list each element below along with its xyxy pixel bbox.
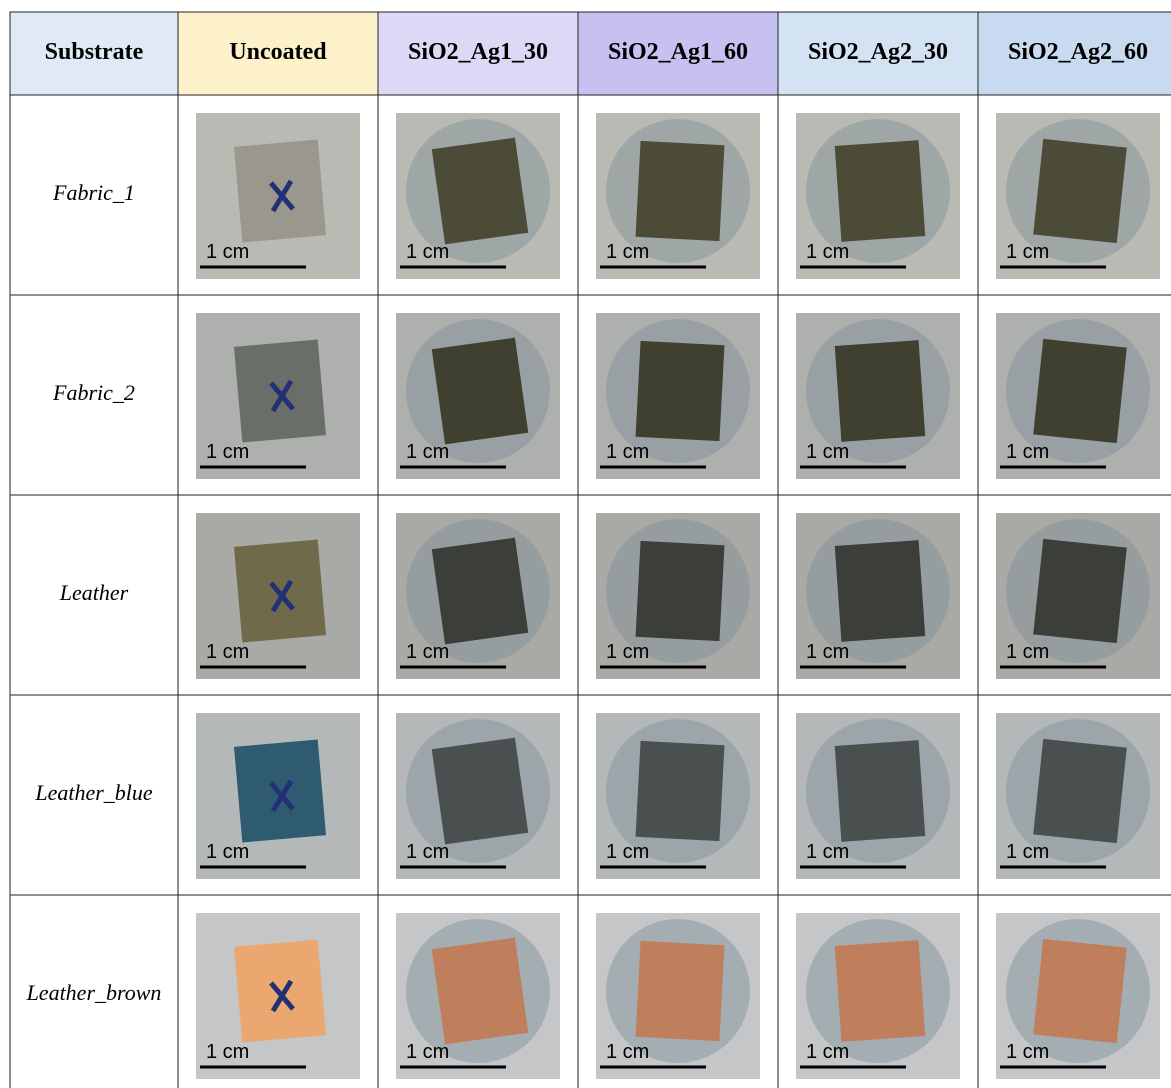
header-cell <box>977 11 1171 96</box>
sample-patch <box>635 540 725 642</box>
x-mark <box>269 579 295 613</box>
substrate-label: Fabric_2 <box>52 380 135 405</box>
header-label: SiO2_Ag1_30 <box>408 39 548 65</box>
substrate-label: Leather <box>59 580 129 605</box>
x-mark <box>269 179 295 213</box>
scale-label: 1 cm <box>806 841 849 863</box>
scale-label: 1 cm <box>806 241 849 263</box>
sample-patch <box>431 537 529 645</box>
scale-label: 1 cm <box>806 641 849 663</box>
scale-label: 1 cm <box>206 441 249 463</box>
sample-patch <box>834 140 926 242</box>
substrate-cell <box>9 294 179 496</box>
header-cell <box>177 11 379 96</box>
sample-patch <box>834 940 926 1042</box>
sample-patch <box>834 540 926 642</box>
scale-label: 1 cm <box>206 241 249 263</box>
sample-patch <box>1033 538 1127 644</box>
header-cell <box>577 11 779 96</box>
x-mark <box>269 979 295 1013</box>
scale-label: 1 cm <box>406 841 449 863</box>
sample-patch <box>635 340 725 442</box>
scale-label: 1 cm <box>206 841 249 863</box>
scale-label: 1 cm <box>606 441 649 463</box>
header-cell <box>377 11 579 96</box>
header-label: SiO2_Ag1_60 <box>608 39 748 65</box>
scale-label: 1 cm <box>606 1041 649 1063</box>
scale-label: 1 cm <box>1006 841 1049 863</box>
scale-label: 1 cm <box>406 241 449 263</box>
sample-patch <box>635 140 725 242</box>
scale-label: 1 cm <box>406 1041 449 1063</box>
sample-patch <box>1033 738 1127 844</box>
sample-patch <box>431 337 529 445</box>
x-mark <box>269 779 295 813</box>
x-mark <box>269 379 295 413</box>
scale-label: 1 cm <box>606 641 649 663</box>
substrate-cell <box>9 694 179 896</box>
sample-patch <box>1033 338 1127 444</box>
scale-label: 1 cm <box>606 241 649 263</box>
sample-patch <box>1033 138 1127 244</box>
header-cell <box>777 11 979 96</box>
header-label: SiO2_Ag2_30 <box>808 39 948 65</box>
substrate-label: Leather_brown <box>26 980 162 1005</box>
substrate-cell <box>9 494 179 696</box>
header-cell <box>9 11 179 96</box>
substrate-cell <box>9 94 179 296</box>
scale-label: 1 cm <box>1006 1041 1049 1063</box>
header-label: SiO2_Ag2_60 <box>1008 39 1148 65</box>
sample-patch <box>834 740 926 842</box>
header-label: Substrate <box>45 39 144 65</box>
sample-patch <box>431 737 529 845</box>
sample-patch <box>431 137 529 245</box>
substrate-label: Leather_blue <box>34 780 153 805</box>
header-label: Uncoated <box>229 39 327 65</box>
scale-label: 1 cm <box>1006 241 1049 263</box>
scale-label: 1 cm <box>806 441 849 463</box>
scale-label: 1 cm <box>206 641 249 663</box>
scale-label: 1 cm <box>206 1041 249 1063</box>
scale-label: 1 cm <box>1006 641 1049 663</box>
sample-patch <box>834 340 926 442</box>
sample-patch <box>635 740 725 842</box>
sample-patch <box>431 937 529 1045</box>
scale-label: 1 cm <box>606 841 649 863</box>
sample-patch <box>1033 938 1127 1044</box>
scale-label: 1 cm <box>406 441 449 463</box>
substrate-label: Fabric_1 <box>52 180 135 205</box>
scale-label: 1 cm <box>1006 441 1049 463</box>
scale-label: 1 cm <box>406 641 449 663</box>
scale-label: 1 cm <box>806 1041 849 1063</box>
sample-patch <box>635 940 725 1042</box>
